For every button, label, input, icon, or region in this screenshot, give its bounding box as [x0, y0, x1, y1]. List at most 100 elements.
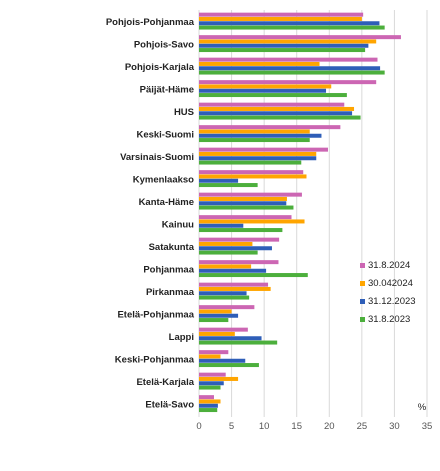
x-tick-label: 5	[229, 421, 234, 432]
bar	[199, 381, 224, 386]
category-label: Etelä-Savo	[145, 399, 194, 410]
bar	[199, 246, 272, 251]
category-label: Etelä-Karjala	[136, 377, 194, 388]
legend-swatch	[360, 263, 365, 268]
bar	[199, 57, 378, 62]
bar	[199, 102, 345, 107]
bar	[199, 408, 218, 413]
bar	[199, 291, 247, 296]
bar	[199, 327, 248, 332]
category-label: HUS	[174, 107, 194, 118]
bar	[199, 160, 302, 165]
bar	[199, 43, 369, 48]
category-label: Päijät-Häme	[140, 84, 194, 95]
x-tick-label: 10	[259, 421, 270, 432]
category-label: Keski-Suomi	[136, 129, 194, 140]
category-label: Etelä-Pohjanmaa	[117, 309, 194, 320]
bar	[199, 88, 327, 93]
bar	[199, 336, 262, 341]
x-axis-ticks: 0 5 10 15 20 25 30 35	[196, 421, 432, 432]
bar	[199, 399, 221, 404]
category-labels: Pohjois-Pohjanmaa Pohjois-Savo Pohjois-Kar…	[106, 17, 195, 411]
x-tick-label: 35	[422, 421, 433, 432]
bar	[199, 313, 239, 318]
x-axis-unit-label: %	[418, 402, 427, 413]
x-tick-label: 30	[389, 421, 400, 432]
bar	[199, 376, 239, 381]
bar	[199, 61, 320, 66]
category-label: Kanta-Häme	[139, 197, 194, 208]
legend-label: 30.042024	[368, 278, 413, 289]
category-label: Lappi	[169, 332, 194, 343]
bar	[199, 264, 252, 269]
bar	[199, 282, 269, 287]
bar	[199, 147, 328, 152]
chart-legend: 31.8.2024 30.042024 31.12.2023 31.8.2023	[360, 260, 416, 325]
category-label: Pirkanmaa	[146, 287, 195, 298]
bar	[199, 178, 239, 183]
bar	[199, 192, 302, 197]
bar	[199, 16, 362, 21]
bar	[199, 215, 292, 220]
legend-label: 31.12.2023	[368, 296, 416, 307]
bar	[199, 21, 380, 26]
bar	[199, 363, 259, 368]
category-label: Keski-Pohjanmaa	[115, 354, 195, 365]
bar	[199, 260, 279, 265]
bar	[199, 223, 244, 228]
bar	[199, 403, 218, 408]
category-label: Pohjois-Savo	[134, 39, 194, 50]
bar	[199, 25, 385, 30]
bar	[199, 201, 287, 206]
bar	[199, 70, 385, 75]
bar	[199, 151, 317, 156]
bar	[199, 219, 305, 224]
bar	[199, 93, 347, 98]
category-label: Varsinais-Suomi	[120, 152, 194, 163]
bar	[199, 250, 258, 255]
bar	[199, 115, 361, 120]
bar	[199, 12, 364, 17]
bar	[199, 395, 214, 400]
bar	[199, 133, 322, 138]
category-label: Satakunta	[149, 242, 195, 253]
legend-swatch	[360, 281, 365, 286]
bar	[199, 196, 287, 201]
bar	[199, 350, 229, 355]
x-tick-label: 25	[357, 421, 368, 432]
bar	[199, 205, 294, 210]
bar	[199, 84, 332, 89]
bar	[199, 273, 308, 278]
bar	[199, 268, 267, 273]
bar	[199, 237, 280, 242]
bar	[199, 138, 310, 143]
bar	[199, 125, 341, 130]
legend-label: 31.8.2024	[368, 260, 410, 271]
bar	[199, 241, 253, 246]
legend-swatch	[360, 299, 365, 304]
bar	[199, 156, 317, 161]
bar	[199, 286, 271, 291]
bar	[199, 106, 355, 111]
x-tick-label: 0	[196, 421, 201, 432]
bar	[199, 170, 304, 175]
bar	[199, 35, 401, 40]
category-label: Pohjois-Pohjanmaa	[106, 17, 195, 28]
bar	[199, 309, 232, 314]
bar	[199, 340, 278, 345]
bar	[199, 183, 258, 188]
bar	[199, 39, 377, 44]
bar	[199, 66, 381, 71]
bar	[199, 372, 226, 377]
legend-label: 31.8.2023	[368, 314, 410, 325]
bar	[199, 305, 255, 310]
bar	[199, 295, 250, 300]
x-tick-label: 15	[291, 421, 302, 432]
category-label: Pohjois-Karjala	[125, 62, 195, 73]
chart-bars	[199, 12, 401, 413]
category-label: Pohjanmaa	[143, 264, 194, 275]
chart-grid	[198, 10, 428, 417]
bar	[199, 174, 307, 179]
bar	[199, 129, 310, 134]
